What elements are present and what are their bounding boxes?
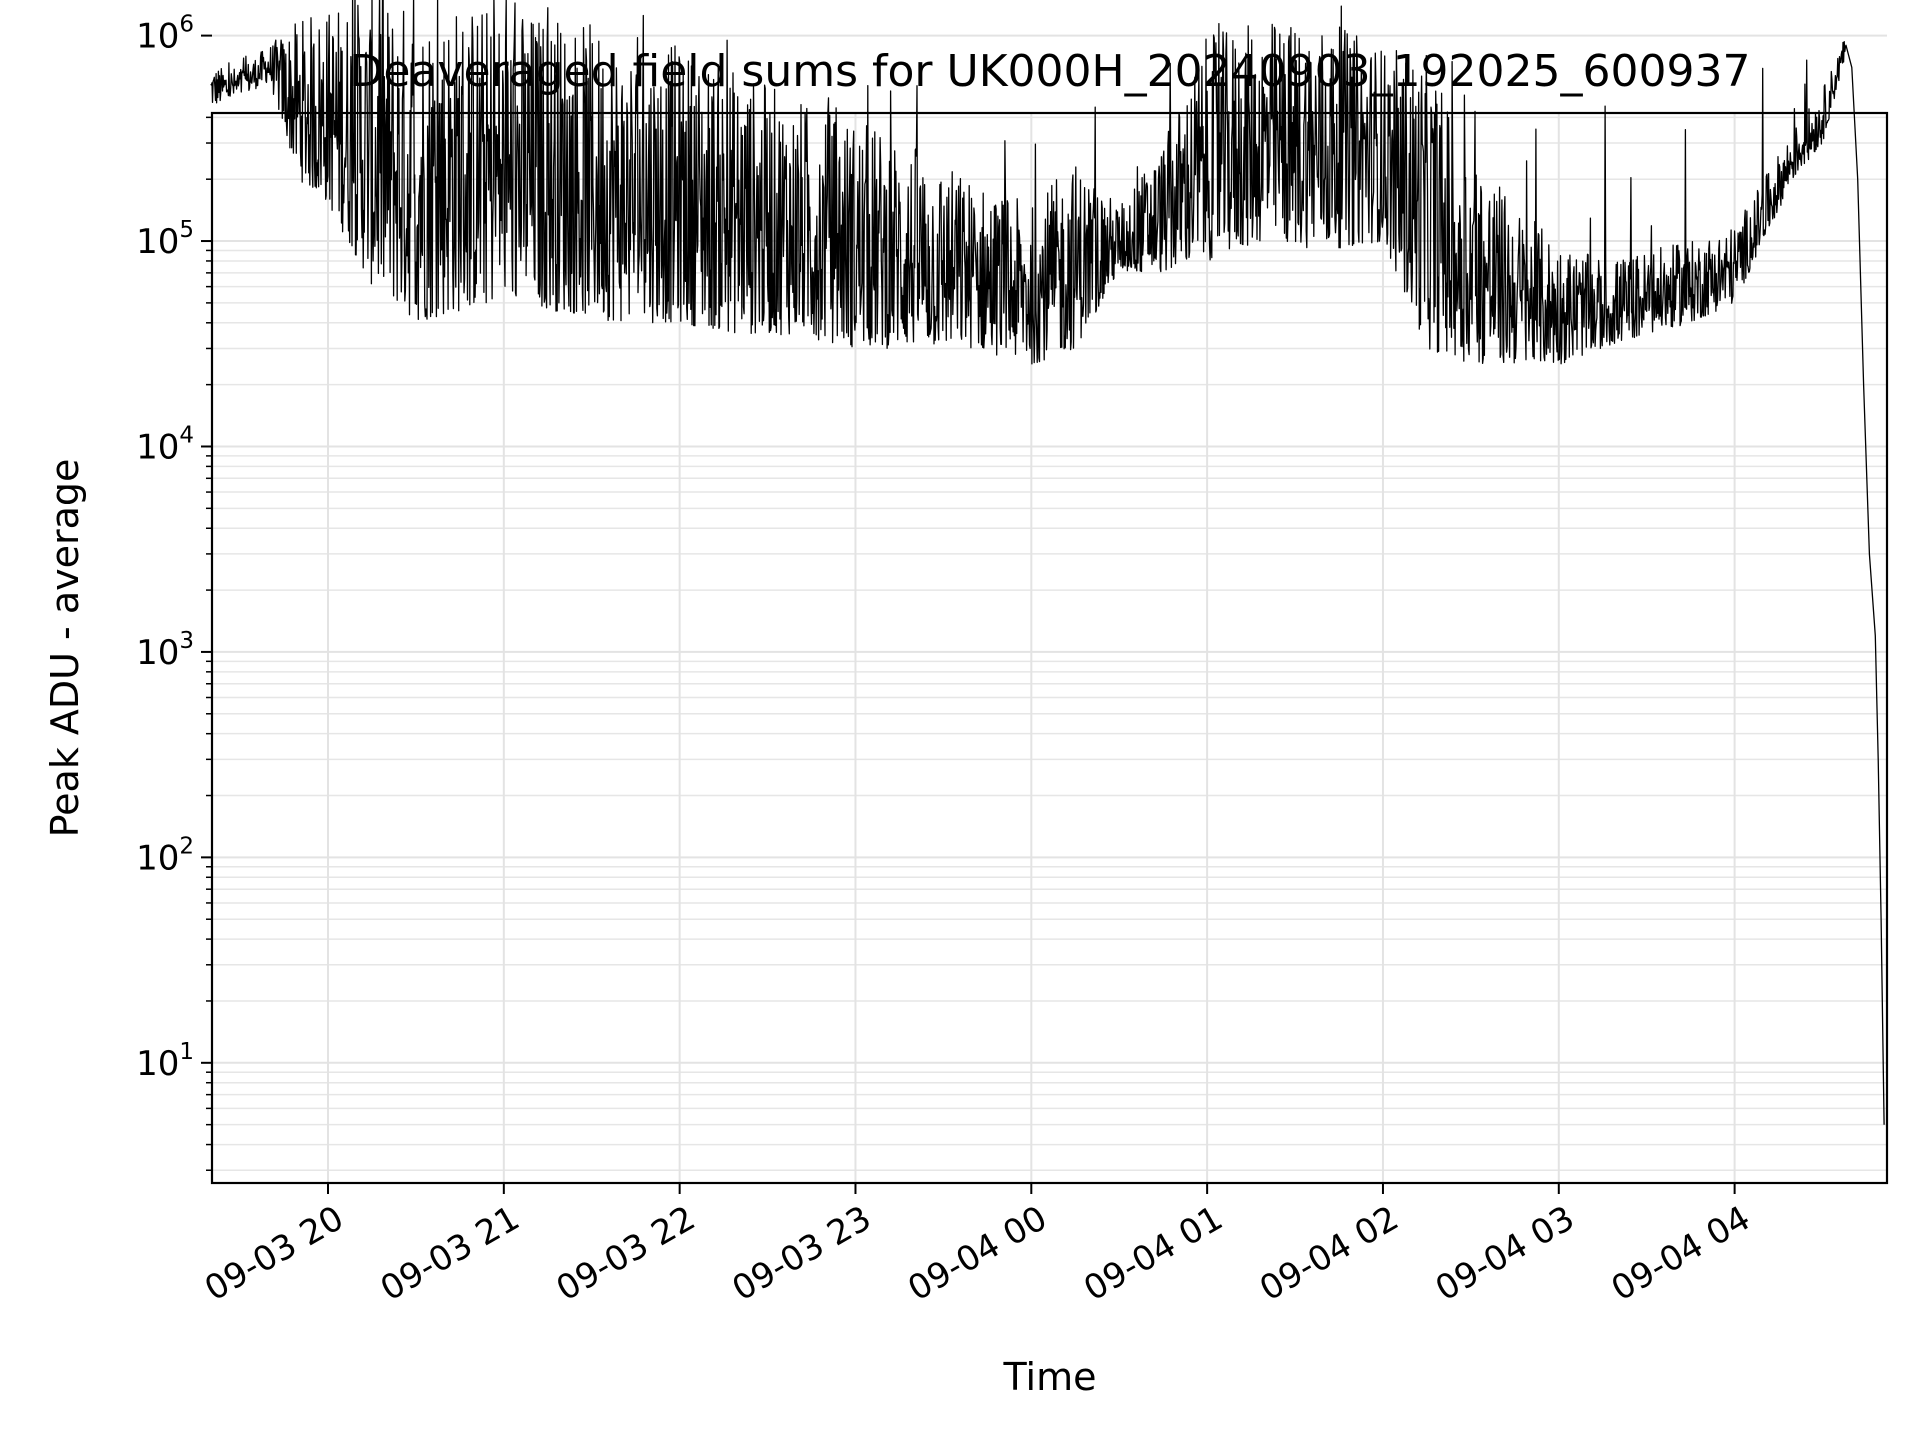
y-tick-exponent: 4: [179, 422, 194, 448]
y-tick-exponent: 5: [179, 217, 194, 243]
plot-frame: [210, 111, 1889, 1185]
series-line: [210, 0, 1885, 1125]
y-tick-exponent: 3: [179, 628, 194, 654]
y-tick-label: 104: [136, 422, 194, 467]
y-axis-label: Peak ADU - average: [43, 459, 87, 838]
y-tick-base: 10: [136, 1044, 179, 1084]
y-tick-exponent: 1: [179, 1039, 194, 1065]
y-tick-base: 10: [136, 838, 179, 878]
x-axis-label: Time: [1003, 1355, 1097, 1399]
chart-title: Deaveraged field sums for UK000H_2024090…: [350, 46, 1751, 97]
y-tick-label: 101: [136, 1039, 194, 1084]
series-path: [210, 0, 1885, 1125]
y-tick-exponent: 2: [179, 833, 194, 859]
y-tick-label: 103: [136, 628, 194, 673]
y-tick-base: 10: [136, 633, 179, 673]
y-tick-label: 105: [136, 217, 194, 262]
y-tick-exponent: 6: [179, 12, 194, 38]
y-tick-base: 10: [136, 17, 179, 57]
minor-grid: [212, 116, 1887, 1171]
y-tick-label: 102: [136, 833, 194, 878]
y-tick-base: 10: [136, 222, 179, 262]
y-tick-label: 106: [136, 12, 194, 57]
y-tick-base: 10: [136, 427, 179, 467]
